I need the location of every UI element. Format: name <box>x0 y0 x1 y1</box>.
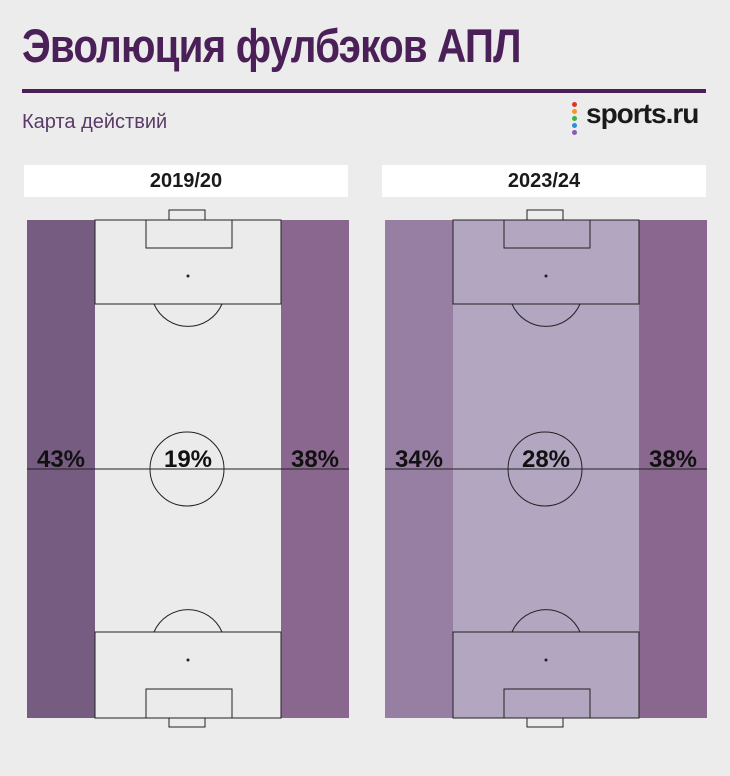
bottom-goal <box>526 717 564 728</box>
top-penalty-box <box>452 219 640 305</box>
zone-right-label: 38% <box>649 446 697 473</box>
season-label-2023-24: 2023/24 <box>382 165 706 197</box>
bottom-penalty-box <box>94 631 282 719</box>
bottom-penalty-arc <box>153 609 223 633</box>
top-penalty-box <box>94 219 282 305</box>
zone-center-label: 19% <box>164 446 212 473</box>
title-divider <box>22 89 706 93</box>
bottom-penalty-box <box>452 631 640 719</box>
zone-left-label: 43% <box>37 446 85 473</box>
season-label-2019-20: 2019/20 <box>24 165 348 197</box>
logo-dot <box>572 109 577 114</box>
center-circle <box>149 431 225 507</box>
bottom-penalty-spot <box>544 658 548 662</box>
zone-right-label: 38% <box>291 446 339 473</box>
page-title: Эволюция фулбэков АПЛ <box>22 19 521 72</box>
logo-dot <box>572 102 577 107</box>
top-goal <box>526 209 564 221</box>
zone-center-label: 28% <box>522 446 570 473</box>
bottom-penalty-spot <box>186 658 190 662</box>
logo-dot <box>572 123 577 128</box>
page-subtitle: Карта действий <box>22 111 168 133</box>
bottom-goal <box>168 717 206 728</box>
logo-dot <box>572 116 577 121</box>
logo-dot <box>572 130 577 135</box>
pitch-2023-24: 34% 28% 38% <box>385 209 707 728</box>
logo-wordmark: sports.ru <box>586 98 699 129</box>
sports-ru-logo: sports.ru <box>572 98 712 138</box>
pitch-2019-20: 43% 19% 38% <box>27 209 349 728</box>
top-goal <box>168 209 206 221</box>
center-circle <box>507 431 583 507</box>
top-penalty-spot <box>544 274 548 278</box>
zone-left-label: 34% <box>395 446 443 473</box>
bottom-penalty-arc <box>511 609 581 633</box>
top-penalty-spot <box>186 274 190 278</box>
top-penalty-arc <box>511 303 581 327</box>
top-penalty-arc <box>153 303 223 327</box>
logo-dots-icon <box>572 102 580 137</box>
